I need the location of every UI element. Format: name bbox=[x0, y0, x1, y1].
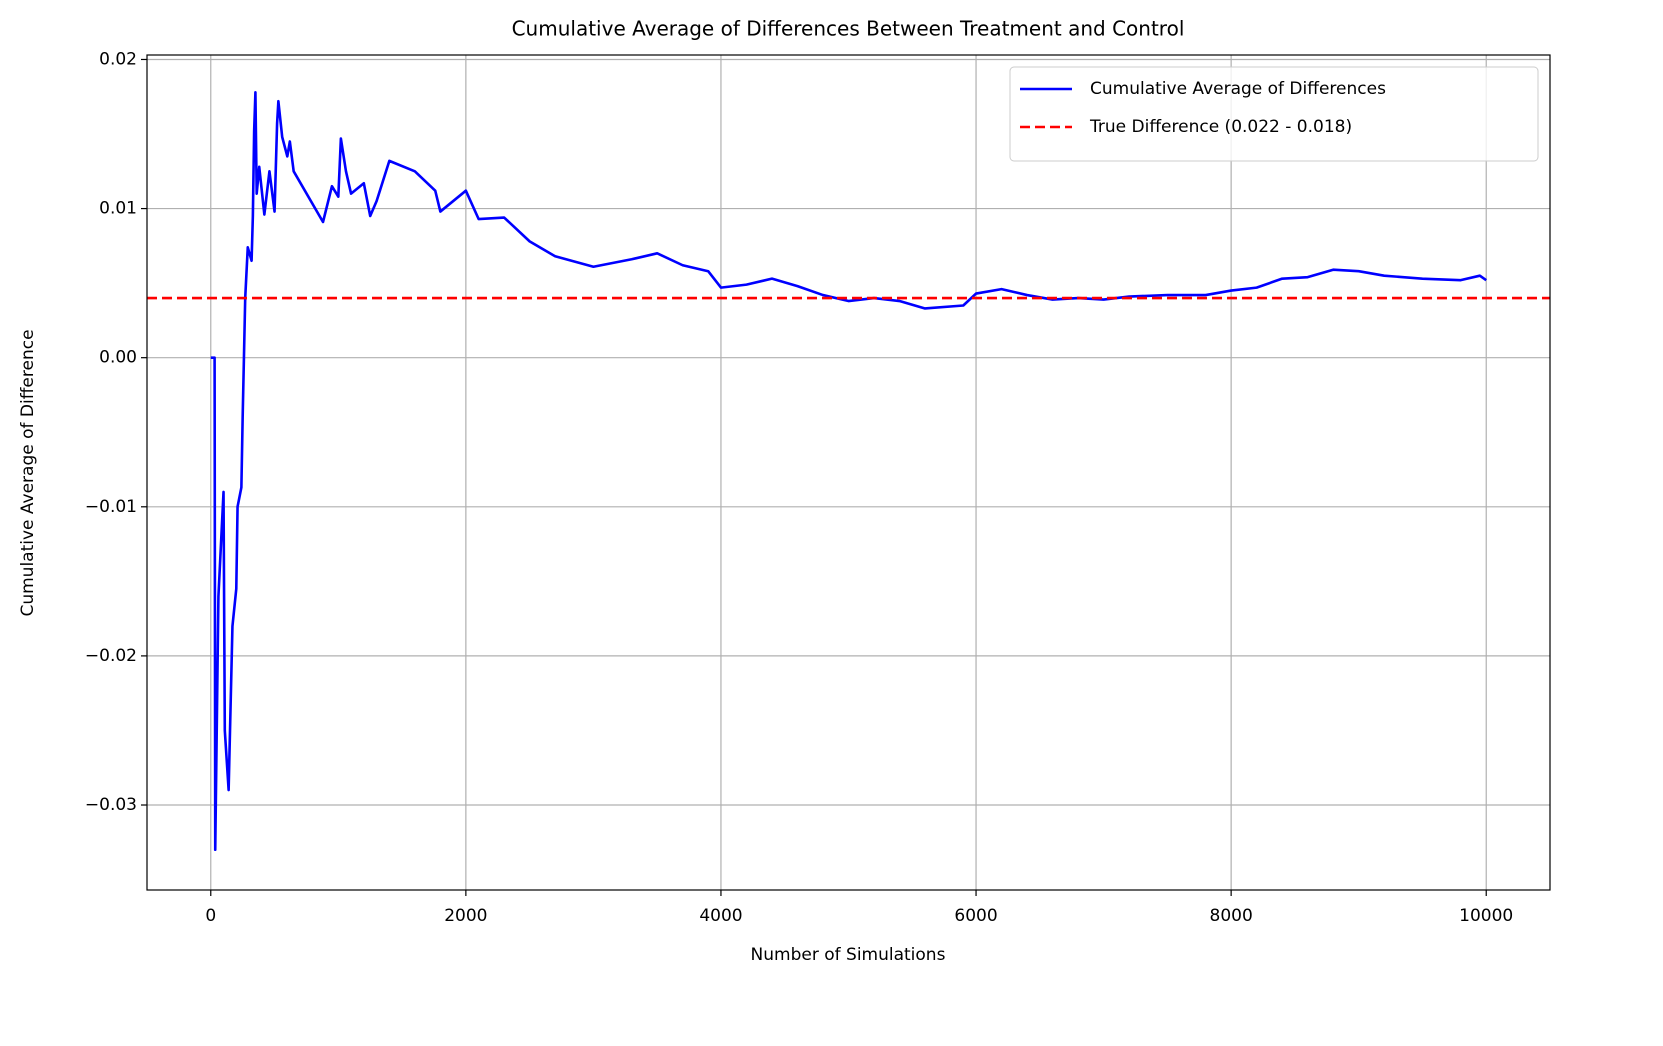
chart-title: Cumulative Average of Differences Betwee… bbox=[512, 17, 1185, 41]
legend-label: True Difference (0.022 - 0.018) bbox=[1089, 117, 1352, 137]
y-tick-label: 0.00 bbox=[99, 348, 137, 368]
plot-frame bbox=[146, 54, 1551, 891]
y-tick-label: −0.03 bbox=[85, 795, 137, 815]
legend: Cumulative Average of Differences True Di… bbox=[1009, 66, 1539, 162]
x-tick-label: 2000 bbox=[444, 906, 487, 926]
x-tick-label: 0 bbox=[205, 906, 216, 926]
legend-label: Cumulative Average of Differences bbox=[1090, 79, 1386, 99]
x-tick-label: 10000 bbox=[1459, 906, 1513, 926]
y-tick-label: −0.02 bbox=[85, 646, 137, 666]
legend-box bbox=[1009, 66, 1539, 162]
y-tick-label: 0.01 bbox=[99, 199, 137, 219]
y-axis-label: Cumulative Average of Difference bbox=[18, 329, 38, 616]
x-axis-label: Number of Simulations bbox=[751, 945, 946, 965]
y-tick-label: 0.02 bbox=[99, 49, 137, 69]
x-tick-label: 6000 bbox=[954, 906, 997, 926]
x-tick-label: 4000 bbox=[699, 906, 742, 926]
y-tick-label: −0.01 bbox=[85, 497, 137, 517]
x-tick-label: 8000 bbox=[1210, 906, 1253, 926]
data-line bbox=[210, 90, 1487, 852]
